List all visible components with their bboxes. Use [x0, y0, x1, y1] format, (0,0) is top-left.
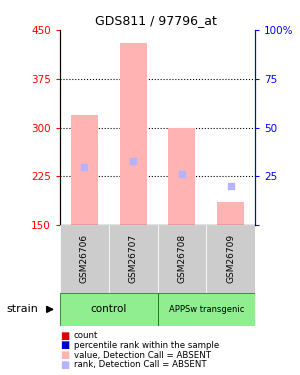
Bar — [158, 225, 206, 292]
Bar — [109, 225, 158, 292]
Text: rank, Detection Call = ABSENT: rank, Detection Call = ABSENT — [74, 360, 206, 369]
Text: value, Detection Call = ABSENT: value, Detection Call = ABSENT — [74, 351, 211, 360]
Text: GSM26708: GSM26708 — [177, 234, 186, 284]
Text: count: count — [74, 331, 98, 340]
Bar — [120, 43, 146, 225]
Text: ■: ■ — [60, 350, 69, 360]
Text: strain: strain — [6, 304, 38, 314]
Text: ■: ■ — [60, 331, 69, 340]
Text: ■: ■ — [60, 360, 69, 370]
Bar — [60, 225, 109, 292]
Text: GSM26709: GSM26709 — [226, 234, 235, 284]
Bar — [158, 292, 255, 326]
Bar — [217, 202, 244, 225]
Bar — [206, 225, 255, 292]
Point — [179, 171, 184, 177]
Text: APPSw transgenic: APPSw transgenic — [169, 305, 244, 314]
Text: GDS811 / 97796_at: GDS811 / 97796_at — [95, 14, 217, 27]
Text: percentile rank within the sample: percentile rank within the sample — [74, 341, 219, 350]
Text: control: control — [91, 304, 127, 314]
Bar — [60, 292, 158, 326]
Point — [131, 158, 136, 164]
Text: GSM26706: GSM26706 — [80, 234, 89, 284]
Bar — [71, 114, 98, 225]
Bar — [169, 128, 195, 225]
Text: ■: ■ — [60, 340, 69, 350]
Point — [82, 164, 87, 170]
Text: GSM26707: GSM26707 — [129, 234, 138, 284]
Point — [228, 183, 233, 189]
